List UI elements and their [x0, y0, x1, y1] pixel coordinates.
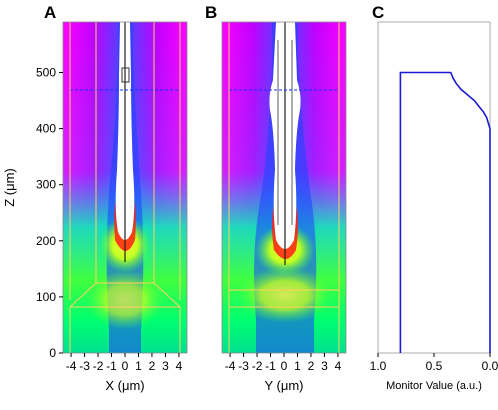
- y-tick-label: 400: [36, 122, 56, 136]
- x-axis-label: Monitor Value (a.u.): [386, 380, 482, 392]
- y-tick-label: 200: [36, 234, 56, 248]
- x-tick-label: 1: [135, 359, 142, 373]
- x-tick-label: 4: [176, 359, 183, 373]
- y-tick-label: 0: [49, 346, 56, 360]
- monitor-series-line: [399, 71, 491, 353]
- y-tick-label: 100: [36, 290, 56, 304]
- x-tick-label: 1: [294, 359, 301, 373]
- x-tick-label: -3: [79, 359, 90, 373]
- x-tick-label: 1.0: [370, 359, 387, 373]
- panel-letter-c: C: [372, 3, 384, 22]
- x-axis-label: Y (μm): [264, 378, 303, 393]
- panel-c-frame: [377, 21, 491, 354]
- panel-a-heatmap: [63, 22, 187, 353]
- x-tick-label: 0: [281, 359, 288, 373]
- x-tick-label: 2: [149, 359, 156, 373]
- x-tick-label: 3: [321, 359, 328, 373]
- panel-c-plot: [399, 71, 491, 353]
- y-axis-label: Z (μm): [2, 168, 17, 207]
- x-tick-label: 4: [335, 359, 342, 373]
- x-tick-label: 2: [308, 359, 315, 373]
- panel-b-hotspot: [237, 267, 333, 323]
- x-tick-label: 0.5: [426, 359, 443, 373]
- x-tick-label: 0.0: [482, 359, 498, 373]
- y-tick-label: 500: [36, 65, 56, 79]
- panel-letter-b: B: [205, 3, 217, 22]
- x-tick-label: -4: [66, 359, 77, 373]
- panel-a-fiber-box: [121, 67, 130, 83]
- panel-a-hotspot: [85, 270, 165, 330]
- panel-letter-a: A: [44, 3, 56, 22]
- x-tick-label: -2: [93, 359, 104, 373]
- x-tick-label: -4: [225, 359, 236, 373]
- y-tick-label: 300: [36, 178, 56, 192]
- x-tick-label: -1: [106, 359, 117, 373]
- x-tick-label: 3: [162, 359, 169, 373]
- panel-b-heatmap: [222, 22, 346, 353]
- x-tick-label: 0: [122, 359, 129, 373]
- x-tick-label: -3: [238, 359, 249, 373]
- panel-a-guides: [69, 22, 181, 353]
- panel-b-axes: -4 -3 -2 -1 0 1 2 3 4 Y (μm): [225, 353, 342, 393]
- x-tick-label: -1: [265, 359, 276, 373]
- panel-a-trapezoid: [69, 282, 181, 353]
- x-axis-label: X (μm): [105, 378, 144, 393]
- panel-b-guides: [228, 22, 340, 353]
- x-tick-label: -2: [252, 359, 263, 373]
